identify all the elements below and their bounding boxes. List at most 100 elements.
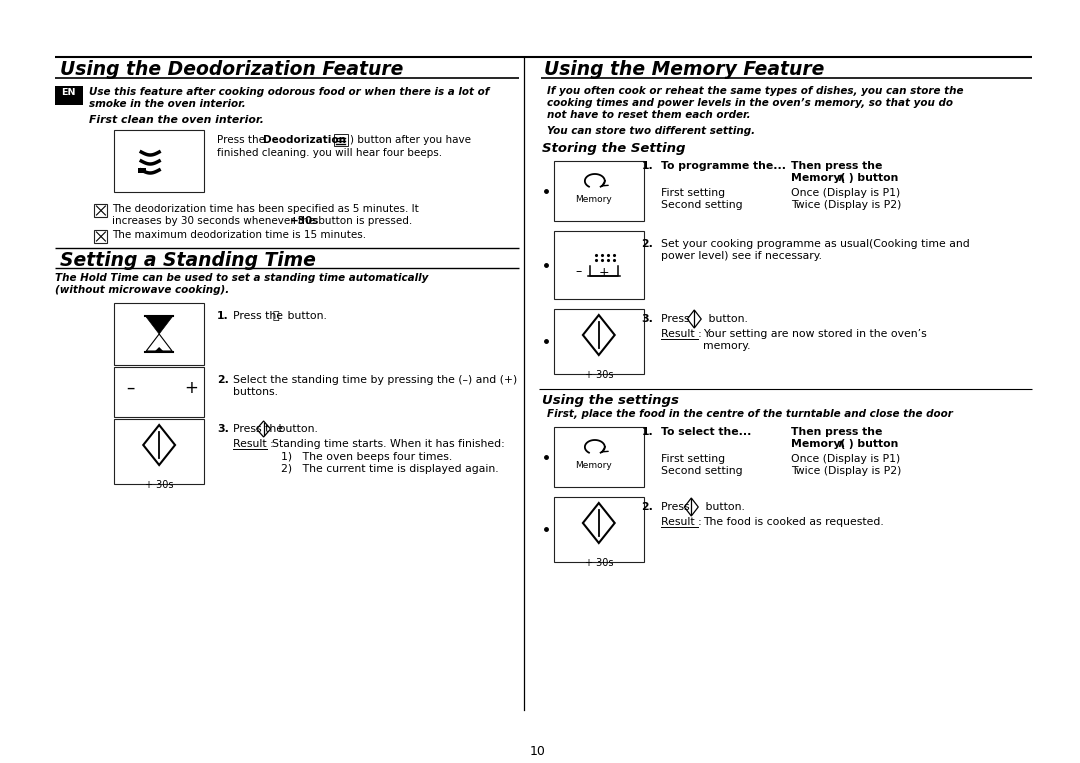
Text: Then press the: Then press the: [791, 161, 882, 171]
Text: Your setting are now stored in the oven’s: Your setting are now stored in the oven’…: [703, 329, 927, 339]
Text: Memory: Memory: [576, 461, 612, 470]
Text: buttons.: buttons.: [233, 387, 278, 397]
Text: button.: button.: [705, 314, 748, 324]
Text: Memory(: Memory(: [791, 173, 846, 183]
Bar: [114, 130, 204, 192]
Text: Deodorization: Deodorization: [262, 135, 346, 145]
Text: Second setting: Second setting: [661, 200, 743, 210]
Polygon shape: [146, 334, 172, 351]
Bar: [554, 161, 644, 221]
Text: Then press the: Then press the: [791, 427, 882, 437]
Text: + 30s: + 30s: [584, 558, 613, 568]
Text: Result :: Result :: [661, 517, 702, 527]
Text: 1)   The oven beeps four times.: 1) The oven beeps four times.: [282, 452, 453, 462]
Text: To programme the...: To programme the...: [661, 161, 786, 171]
Text: –: –: [126, 379, 135, 397]
Text: ∧: ∧: [837, 173, 846, 183]
Text: Using the settings: Using the settings: [542, 394, 679, 407]
Text: First, place the food in the centre of the turntable and close the door: First, place the food in the centre of t…: [548, 409, 953, 419]
Bar: [334, 134, 348, 146]
Text: 3.: 3.: [642, 314, 653, 324]
Text: 2.: 2.: [642, 502, 653, 512]
Text: Use this feature after cooking odorous food or when there is a lot of: Use this feature after cooking odorous f…: [89, 87, 489, 97]
Text: –: –: [576, 266, 582, 278]
Text: Once (Display is P1): Once (Display is P1): [791, 188, 900, 198]
Text: increases by 30 seconds whenever the: increases by 30 seconds whenever the: [112, 216, 319, 226]
Bar: [55, 86, 82, 105]
Text: button.: button.: [702, 502, 745, 512]
Text: Press the: Press the: [217, 135, 268, 145]
Text: button.: button.: [274, 424, 318, 434]
Text: The maximum deodorization time is 15 minutes.: The maximum deodorization time is 15 min…: [112, 230, 366, 240]
Text: ⌛: ⌛: [272, 311, 279, 321]
Text: +: +: [184, 379, 198, 397]
Text: If you often cook or reheat the same types of dishes, you can store the: If you often cook or reheat the same typ…: [548, 86, 963, 96]
Text: not have to reset them each order.: not have to reset them each order.: [548, 110, 751, 120]
Text: Using the Memory Feature: Using the Memory Feature: [544, 60, 824, 79]
Text: The deodorization time has been specified as 5 minutes. It: The deodorization time has been specifie…: [112, 204, 419, 214]
Text: ) button after you have: ) button after you have: [350, 135, 471, 145]
Bar: [554, 309, 644, 374]
Bar: [554, 231, 644, 299]
Text: 3.: 3.: [217, 424, 229, 434]
Text: EN: EN: [62, 88, 76, 97]
Text: button is pressed.: button is pressed.: [315, 216, 413, 226]
Text: Using the Deodorization Feature: Using the Deodorization Feature: [59, 60, 403, 79]
Text: Set your cooking programme as usual(Cooking time and: Set your cooking programme as usual(Cook…: [661, 239, 970, 249]
Text: Result :: Result :: [661, 329, 702, 339]
Text: Press: Press: [661, 314, 693, 324]
Text: 10: 10: [529, 745, 545, 758]
Text: power level) see if necessary.: power level) see if necessary.: [661, 251, 823, 261]
Text: Storing the Setting: Storing the Setting: [542, 142, 686, 155]
Text: +: +: [598, 266, 609, 278]
Text: 1.: 1.: [642, 427, 653, 437]
Text: 2.: 2.: [217, 375, 229, 385]
Text: Press the: Press the: [233, 424, 286, 434]
Text: The Hold Time can be used to set a standing time automatically: The Hold Time can be used to set a stand…: [55, 273, 428, 283]
Text: ) button: ) button: [846, 439, 899, 449]
Text: Memory: Memory: [576, 195, 612, 204]
Text: Press the: Press the: [233, 311, 286, 321]
Text: Standing time starts. When it has finished:: Standing time starts. When it has finish…: [271, 439, 504, 449]
Text: Press: Press: [661, 502, 693, 512]
Text: Memory(: Memory(: [791, 439, 846, 449]
Text: To select the...: To select the...: [661, 427, 752, 437]
Text: Setting a Standing Time: Setting a Standing Time: [59, 251, 315, 270]
Text: Twice (Display is P2): Twice (Display is P2): [791, 466, 901, 476]
Text: You can store two different setting.: You can store two different setting.: [548, 126, 755, 136]
Text: finished cleaning. you will hear four beeps.: finished cleaning. you will hear four be…: [217, 148, 442, 158]
Bar: [114, 367, 204, 417]
Bar: [554, 497, 644, 562]
Text: First setting: First setting: [661, 188, 726, 198]
Bar: [114, 303, 204, 365]
Text: smoke in the oven interior.: smoke in the oven interior.: [89, 99, 245, 109]
Text: ∧: ∧: [837, 439, 846, 449]
Text: button.: button.: [284, 311, 327, 321]
Text: First setting: First setting: [661, 454, 726, 464]
Text: First clean the oven interior.: First clean the oven interior.: [89, 115, 264, 125]
Text: cooking times and power levels in the oven’s memory, so that you do: cooking times and power levels in the ov…: [548, 98, 953, 108]
Polygon shape: [156, 347, 163, 351]
Text: ) button: ) button: [846, 173, 899, 183]
Text: 2.: 2.: [642, 239, 653, 249]
Text: Second setting: Second setting: [661, 466, 743, 476]
Text: Twice (Display is P2): Twice (Display is P2): [791, 200, 901, 210]
Text: memory.: memory.: [703, 341, 751, 351]
Text: Select the standing time by pressing the (–) and (+): Select the standing time by pressing the…: [233, 375, 517, 385]
Text: 1.: 1.: [642, 161, 653, 171]
Bar: [94, 204, 107, 217]
Bar: [114, 419, 204, 484]
Text: 1.: 1.: [217, 311, 229, 321]
Text: The food is cooked as requested.: The food is cooked as requested.: [703, 517, 885, 527]
Polygon shape: [146, 317, 172, 334]
Text: + 30s: + 30s: [584, 370, 613, 380]
Bar: [94, 230, 107, 243]
Text: Result :: Result :: [233, 439, 273, 449]
Bar: [554, 427, 644, 487]
Text: Once (Display is P1): Once (Display is P1): [791, 454, 900, 464]
Bar: [138, 168, 146, 173]
Text: + 30s: + 30s: [145, 480, 174, 490]
Text: +30s: +30s: [289, 216, 319, 226]
Text: 2)   The current time is displayed again.: 2) The current time is displayed again.: [282, 464, 499, 474]
Text: (without microwave cooking).: (without microwave cooking).: [55, 285, 229, 295]
